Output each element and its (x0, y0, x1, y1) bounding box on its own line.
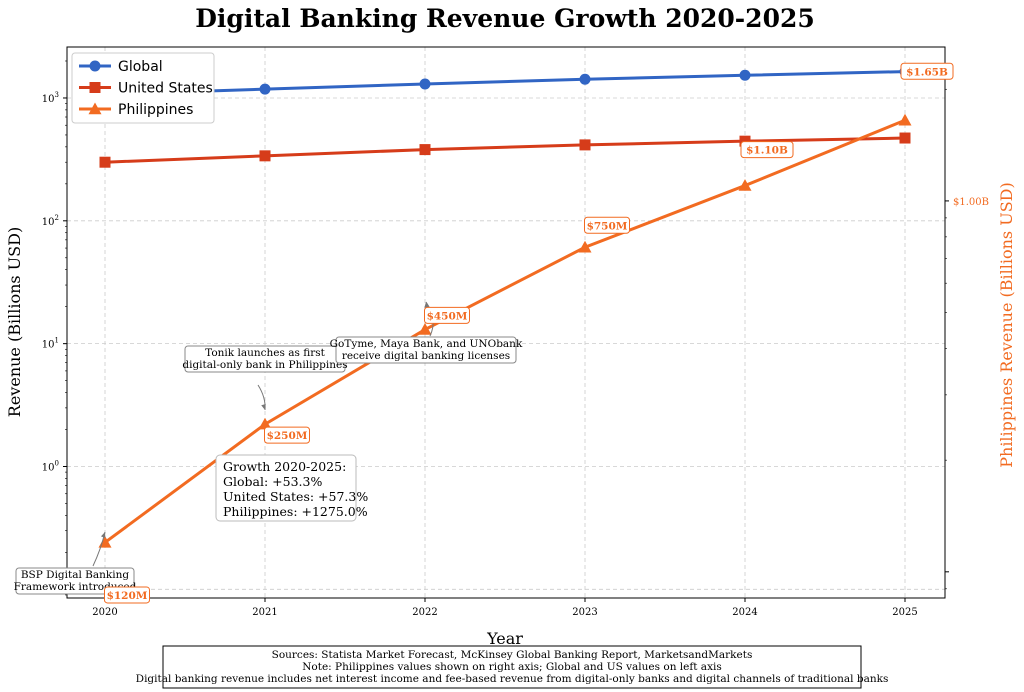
annotation-box (335, 336, 517, 364)
right-y-tick-label: $1.00B (953, 197, 989, 208)
y-tick-base: 10 (42, 462, 55, 473)
value-label-text: $1.10B (746, 145, 788, 157)
data-point (419, 144, 431, 156)
annotation-box (15, 567, 135, 595)
x-tick-label: 2020 (92, 607, 117, 618)
value-label-box (264, 426, 310, 444)
plot-frame (66, 46, 946, 599)
data-point (259, 83, 271, 95)
annotation-text: digital-only bank in Philippines (182, 359, 347, 371)
y-axis-label-right: Philippines Revenue (Billions USD) (997, 182, 1016, 468)
data-point (579, 73, 591, 85)
footnote-line: Note: Philippines values shown on right … (302, 661, 722, 673)
data-point (579, 139, 591, 151)
y-tick-label: 101 (42, 337, 59, 351)
x-tick-label: 2024 (732, 607, 757, 618)
legend-entry-label: Philippines (118, 102, 193, 118)
legend-marker (89, 60, 101, 72)
annotation-arrowhead (261, 404, 266, 410)
data-point (259, 150, 271, 162)
legend-frame (71, 52, 215, 124)
value-label-text: $450M (427, 310, 468, 322)
data-point (738, 179, 752, 191)
ticks: 2020 2021 2022 2023 2024 2025100101102103$1.0… (42, 60, 989, 618)
legend-marker (88, 102, 102, 115)
data-point (258, 417, 272, 430)
value-label-box (740, 141, 794, 159)
y-tick-exponent: 1 (55, 337, 59, 345)
data-point (419, 78, 431, 90)
value-label: $1.10B (740, 141, 794, 159)
label-layer: $120M $250M $450M $750M $1.10B $1.65B (104, 62, 954, 604)
growth-stats-box: Growth 2020-2025:Global: +53.3%United St… (215, 454, 368, 522)
series-line (104, 118, 906, 544)
value-label-box (584, 216, 630, 234)
legend: Global United States Philippines (71, 52, 215, 124)
data-point (899, 132, 911, 144)
legend-entry-label: Global (118, 59, 163, 75)
value-label-box (104, 586, 150, 604)
data-point (578, 240, 592, 253)
y-tick-label: 100 (42, 459, 59, 473)
x-tick-label: 2023 (572, 607, 597, 618)
data-point (739, 69, 751, 81)
growth-stats-line: Growth 2020-2025: (223, 459, 346, 474)
y-tick-label: 102 (42, 214, 59, 228)
annotation-text: GoTyme, Maya Bank, and UNObank (330, 338, 523, 350)
value-label-box (900, 62, 954, 80)
value-label-text: $120M (107, 590, 148, 602)
series-layer (98, 66, 912, 548)
data-point (99, 156, 111, 168)
legend-entry-label: United States (118, 81, 213, 97)
y-tick-base: 10 (42, 217, 55, 228)
annotation-text: BSP Digital Banking (21, 569, 130, 581)
growth-stats-line: Philippines: +1275.0% (223, 504, 368, 519)
growth-stats-line: Global: +53.3% (223, 474, 322, 489)
annotation-arrowhead (100, 532, 106, 538)
annotation-text: receive digital banking licenses (342, 350, 510, 362)
value-label: $450M (424, 306, 470, 324)
y-tick-exponent: 3 (55, 91, 59, 99)
series-line (104, 136, 906, 164)
value-label-text: $250M (267, 430, 308, 442)
x-tick-label: 2022 (412, 607, 437, 618)
footnote: Sources: Statista Market Forecast, McKin… (136, 645, 889, 689)
axes (66, 46, 946, 599)
growth-stats-frame (215, 454, 357, 522)
value-label: $120M (104, 586, 150, 604)
y-tick-exponent: 2 (55, 214, 59, 222)
data-point (898, 113, 912, 126)
y-tick-base: 10 (42, 340, 55, 351)
legend-marker (89, 82, 101, 93)
series-line (104, 70, 906, 96)
value-label-box (424, 306, 470, 324)
chart-title: Digital Banking Revenue Growth 2020-2025 (195, 4, 815, 33)
data-point (418, 323, 432, 335)
x-axis-label: Year (486, 629, 523, 648)
y-tick-exponent: 0 (55, 459, 59, 467)
y-tick-label: 103 (42, 91, 59, 105)
footnote-line: Sources: Statista Market Forecast, McKin… (272, 649, 753, 661)
series-global (99, 66, 911, 100)
value-label-text: $750M (587, 220, 628, 232)
value-label: $250M (264, 426, 310, 444)
annotation-arrowhead (424, 302, 429, 308)
annotation-text: Tonik launches as first (205, 347, 325, 359)
grid (67, 47, 945, 598)
footnote-frame (162, 645, 862, 689)
value-label: $1.65B (900, 62, 954, 80)
y-axis-label: Revenue (Billions USD) (5, 227, 24, 417)
growth-stats-line: United States: +57.3% (223, 489, 368, 504)
y-tick-base: 10 (42, 94, 55, 105)
footnote-line: Digital banking revenue includes net int… (136, 673, 889, 685)
value-label: $750M (584, 216, 630, 234)
value-label-text: $1.65B (906, 66, 948, 78)
x-tick-label: 2025 (892, 607, 917, 618)
x-tick-label: 2021 (252, 607, 277, 618)
